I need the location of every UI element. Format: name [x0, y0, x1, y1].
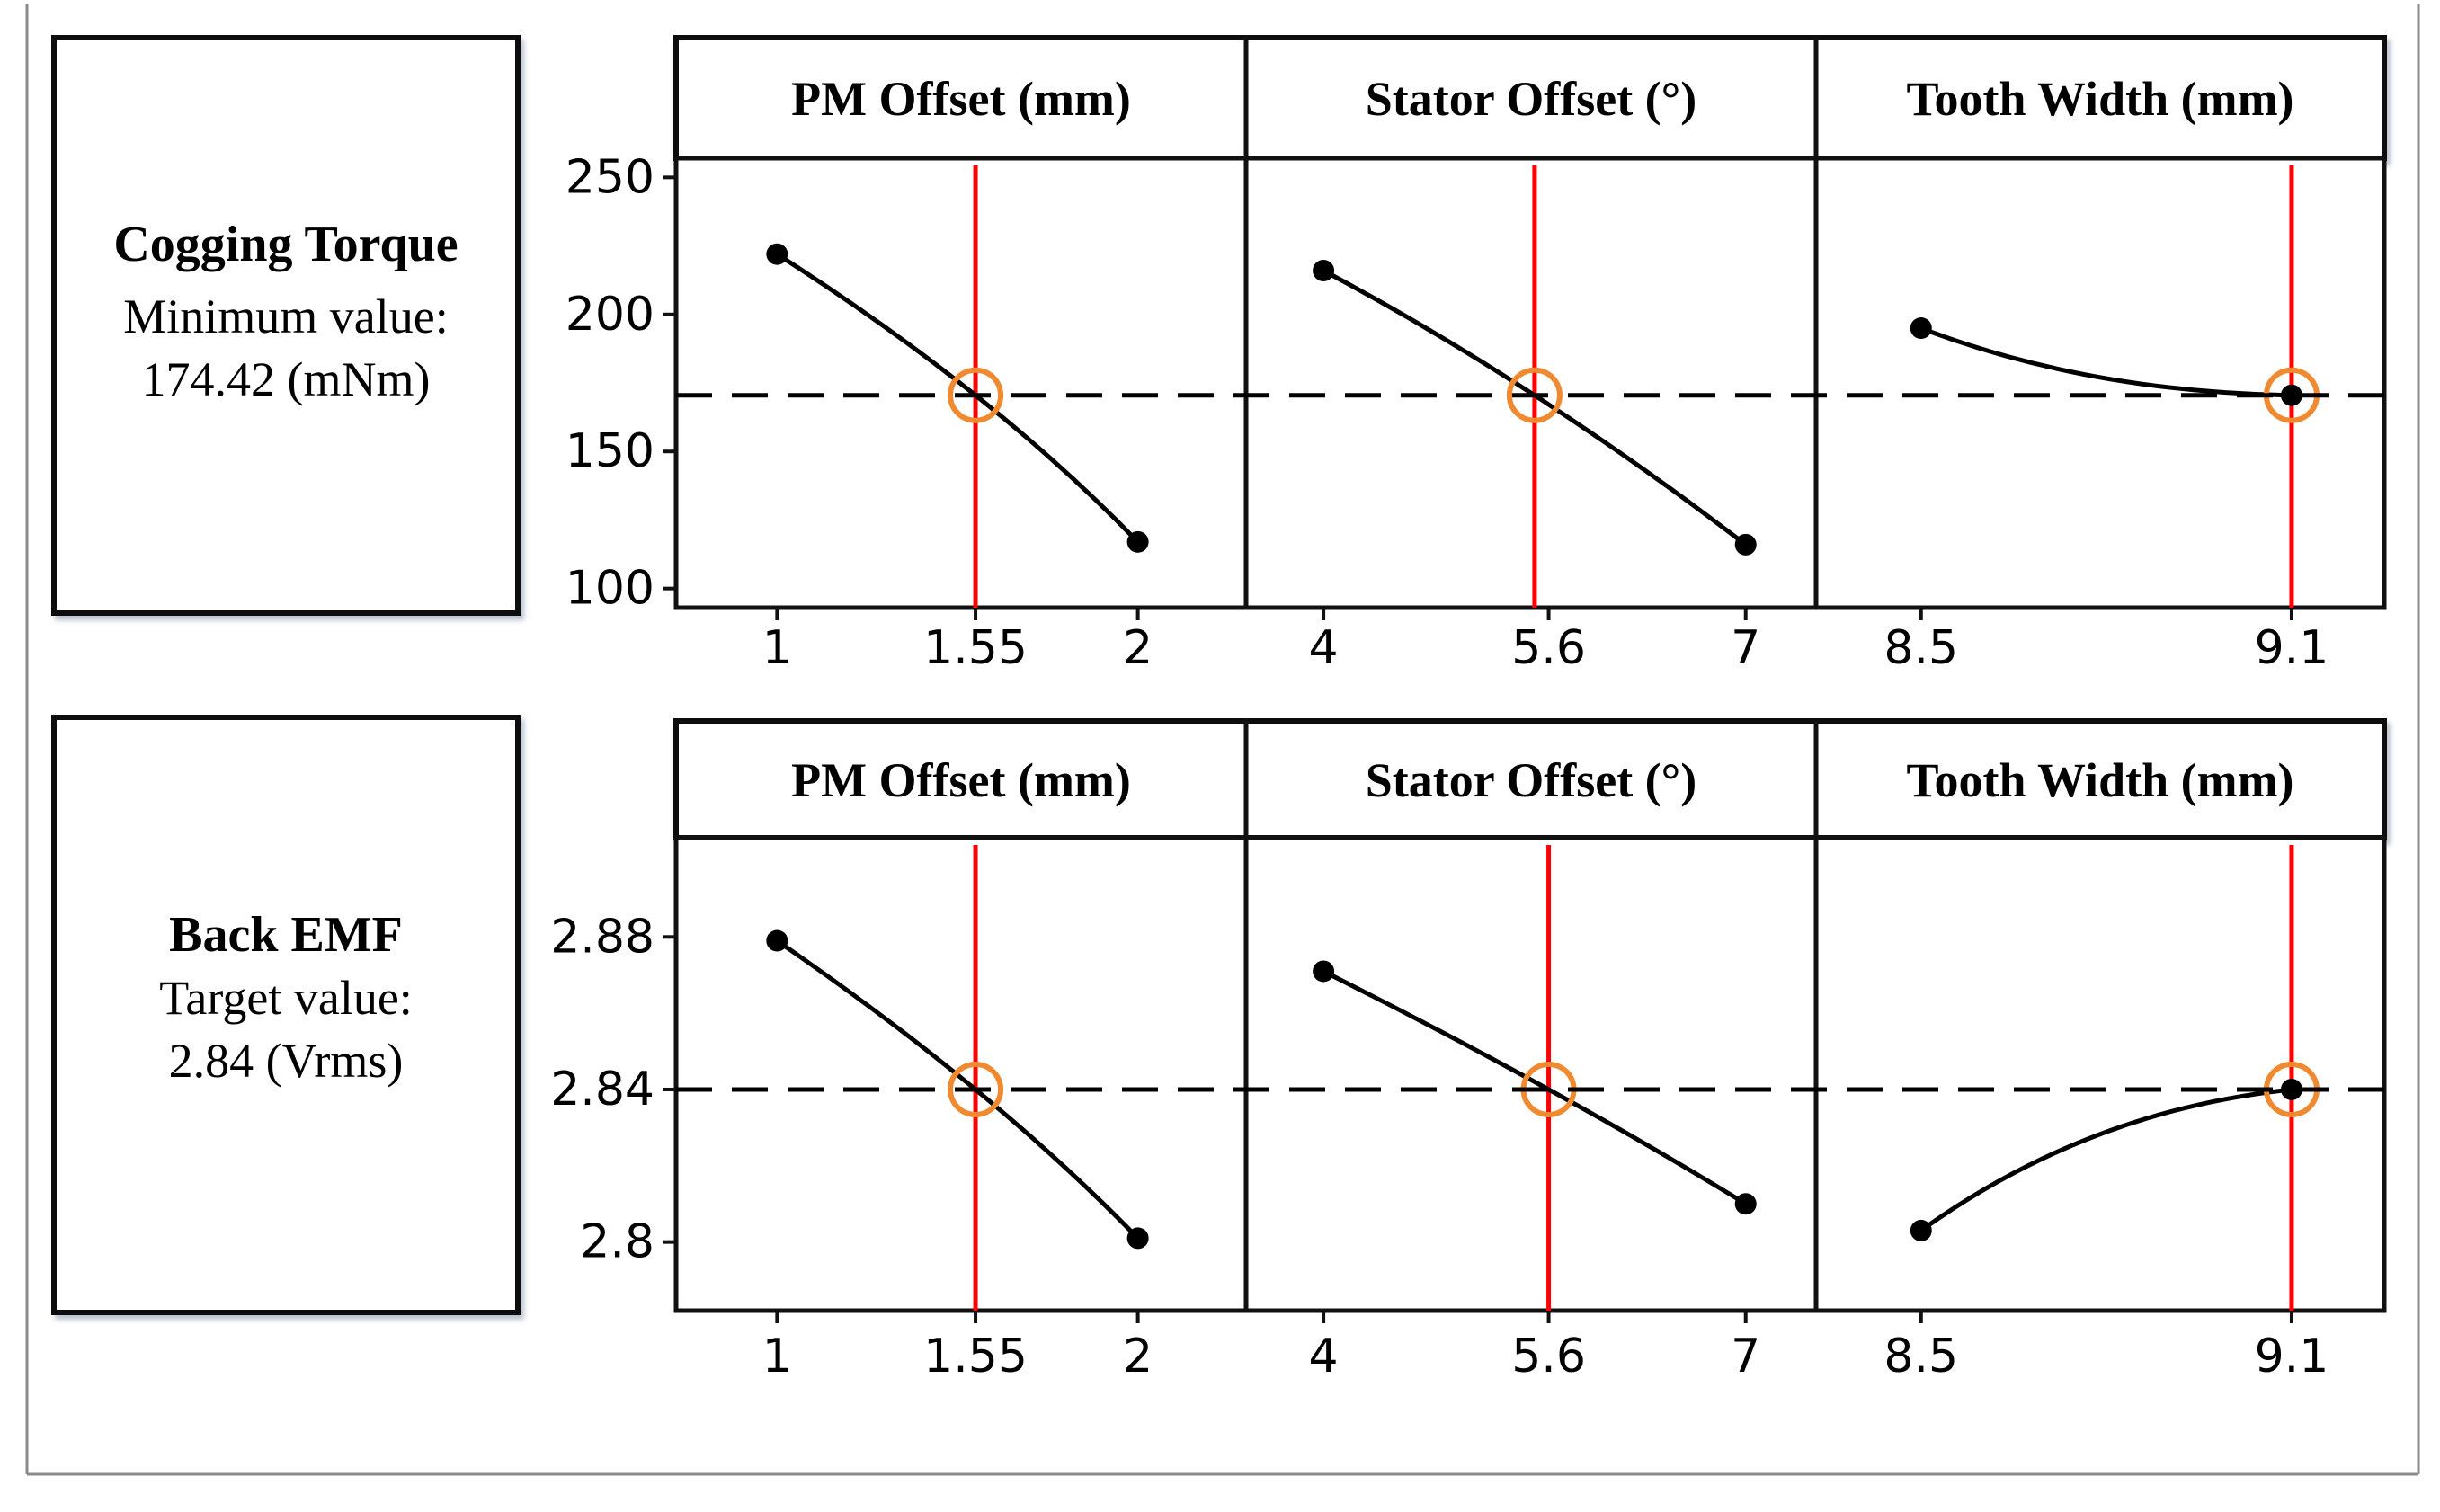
y-tick-label: 2.88 — [550, 910, 655, 964]
data-point — [1126, 530, 1149, 553]
x-tick-label: 5.6 — [1511, 1330, 1586, 1383]
data-point — [2280, 1078, 2302, 1100]
x-tick-label: 2 — [1123, 1330, 1153, 1383]
response-label-box — [51, 715, 521, 1315]
data-point — [766, 929, 788, 952]
factor-header-label: Stator Offset (°) — [1366, 72, 1696, 126]
response-goal: Minimum value: — [123, 289, 448, 343]
response-result: 2.84 (Vrms) — [169, 1034, 404, 1088]
x-tick-label: 7 — [1731, 1330, 1760, 1383]
x-tick-label: 1 — [762, 1330, 792, 1383]
x-tick-label: 8.5 — [1883, 621, 1958, 675]
factor-header-label: Tooth Width (mm) — [1906, 72, 2293, 126]
factor-header-label: PM Offset (mm) — [791, 753, 1131, 807]
y-tick-label: 2.84 — [550, 1063, 655, 1116]
response-row: Cogging Torque Minimum value: 174.42 (mNm)… — [51, 35, 2387, 675]
response-label-box — [51, 35, 521, 616]
data-point — [1313, 260, 1335, 281]
response-result: 174.42 (mNm) — [142, 352, 431, 406]
x-tick-label: 9.1 — [2255, 621, 2329, 675]
x-tick-label: 4 — [1309, 1330, 1339, 1383]
data-point — [1734, 533, 1757, 556]
optimum-marker — [948, 367, 1004, 423]
y-tick-label: 100 — [565, 562, 655, 616]
data-point — [1313, 960, 1335, 983]
x-tick-label: 9.1 — [2255, 1330, 2329, 1383]
y-tick-label: 150 — [565, 424, 655, 478]
y-tick-label: 250 — [565, 150, 655, 204]
x-tick-label: 1.55 — [923, 1330, 1028, 1383]
x-tick-label: 1.55 — [923, 621, 1028, 675]
data-point — [1734, 1193, 1757, 1215]
factor-header-label: Stator Offset (°) — [1366, 753, 1696, 807]
x-tick-label: 7 — [1731, 621, 1760, 675]
y-tick-label: 200 — [565, 288, 655, 342]
x-tick-label: 2 — [1123, 621, 1153, 675]
data-point — [1126, 1227, 1149, 1250]
response-curve — [1919, 1087, 2293, 1232]
x-tick-label: 8.5 — [1883, 1330, 1958, 1383]
optimum-marker — [1506, 367, 1563, 423]
response-title: Back EMF — [169, 907, 403, 963]
y-tick-label: 2.8 — [580, 1215, 655, 1269]
data-point — [2280, 384, 2302, 406]
data-point — [766, 243, 788, 265]
factor-header-label: PM Offset (mm) — [791, 72, 1131, 126]
response-title: Cogging Torque — [113, 217, 458, 272]
x-tick-label: 1 — [762, 621, 792, 675]
factor-header-band — [673, 35, 2387, 161]
response-row: Back EMF Target value: 2.84 (Vrms) PM Offse… — [51, 715, 2387, 1383]
data-point — [1910, 317, 1932, 340]
factor-header-label: Tooth Width (mm) — [1906, 753, 2293, 807]
data-point — [1910, 1219, 1932, 1241]
x-tick-label: 5.6 — [1511, 621, 1586, 675]
optimum-marker — [948, 1061, 1004, 1117]
response-goal: Target value: — [159, 971, 413, 1025]
x-tick-label: 4 — [1309, 621, 1339, 675]
response-curve — [1322, 969, 1748, 1206]
